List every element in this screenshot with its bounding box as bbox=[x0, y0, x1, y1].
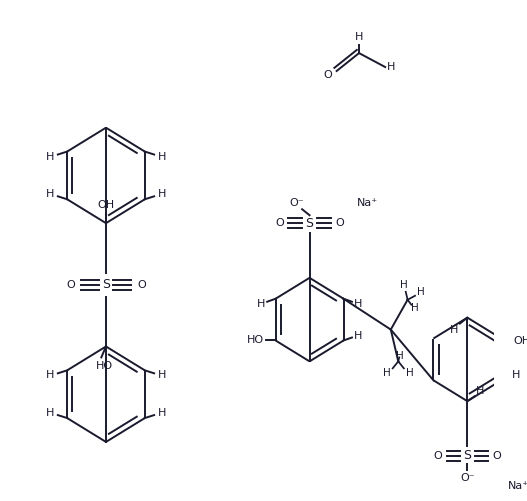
Text: H: H bbox=[387, 62, 395, 72]
Text: O⁻: O⁻ bbox=[460, 473, 475, 483]
Text: H: H bbox=[417, 287, 425, 297]
Text: Na⁺: Na⁺ bbox=[357, 198, 378, 208]
Text: H: H bbox=[46, 189, 54, 199]
Text: H: H bbox=[46, 408, 54, 418]
Text: H: H bbox=[411, 303, 419, 313]
Text: H: H bbox=[400, 280, 408, 290]
Text: O: O bbox=[137, 280, 146, 290]
Text: H: H bbox=[383, 368, 391, 378]
Text: O: O bbox=[66, 280, 75, 290]
Text: O: O bbox=[493, 451, 502, 461]
Text: H: H bbox=[450, 325, 458, 335]
Text: S: S bbox=[306, 216, 314, 229]
Text: H: H bbox=[406, 368, 413, 378]
Text: OH: OH bbox=[513, 337, 527, 347]
Text: H: H bbox=[354, 331, 363, 341]
Text: O: O bbox=[275, 218, 284, 228]
Text: H: H bbox=[355, 32, 363, 42]
Text: H: H bbox=[158, 408, 166, 418]
Text: O⁻: O⁻ bbox=[289, 198, 304, 208]
Text: H: H bbox=[158, 189, 166, 199]
Text: H: H bbox=[512, 370, 521, 380]
Text: O: O bbox=[335, 218, 344, 228]
Text: H: H bbox=[354, 299, 363, 309]
Text: HO: HO bbox=[95, 361, 113, 371]
Text: Na⁺: Na⁺ bbox=[508, 480, 527, 490]
Text: H: H bbox=[257, 299, 265, 309]
Text: H: H bbox=[46, 370, 54, 380]
Text: H: H bbox=[476, 386, 485, 396]
Text: S: S bbox=[463, 449, 471, 462]
Text: H: H bbox=[158, 151, 166, 161]
Text: H: H bbox=[396, 351, 404, 361]
Text: HO: HO bbox=[247, 336, 264, 346]
Text: S: S bbox=[102, 279, 110, 291]
Text: O: O bbox=[323, 70, 331, 80]
Text: H: H bbox=[158, 370, 166, 380]
Text: OH: OH bbox=[97, 200, 114, 210]
Text: H: H bbox=[46, 151, 54, 161]
Text: O: O bbox=[433, 451, 442, 461]
